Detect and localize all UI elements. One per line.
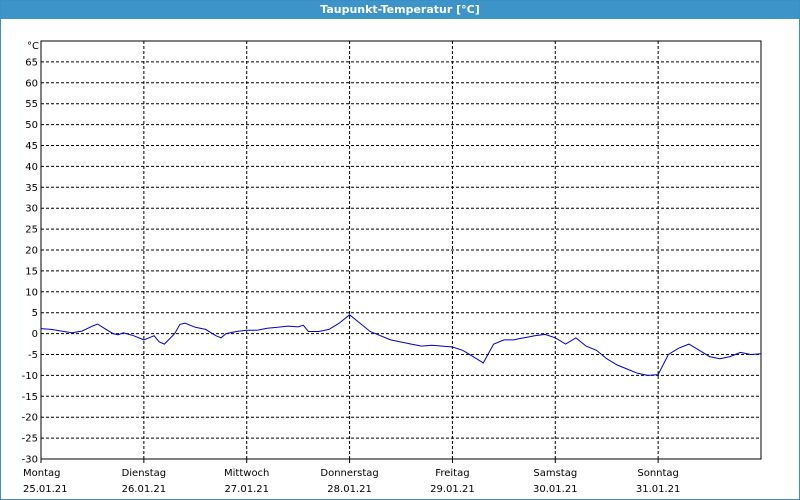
- y-tick-label: 30: [25, 204, 38, 215]
- x-day-label: Montag: [23, 468, 60, 479]
- y-tick-label: 35: [25, 183, 38, 194]
- series-line: [40, 314, 762, 376]
- y-tick-label: 50: [25, 120, 38, 131]
- y-tick-label: -10: [22, 371, 38, 382]
- y-tick-label: -20: [22, 413, 38, 424]
- x-date-label: 28.01.21: [327, 484, 372, 495]
- y-tick-label: 15: [25, 266, 38, 277]
- y-tick-label: -5: [28, 350, 38, 361]
- y-tick-label: -25: [22, 434, 38, 445]
- x-date-label: 26.01.21: [122, 484, 167, 495]
- x-date-label: 29.01.21: [430, 484, 475, 495]
- y-tick-label: 0: [32, 329, 38, 340]
- y-tick-label: 10: [25, 287, 38, 298]
- x-date-label: 25.01.21: [23, 484, 68, 495]
- window-title: Taupunkt-Temperatur [°C]: [1, 1, 799, 19]
- y-axis-unit: °C: [27, 41, 39, 52]
- x-day-label: Freitag: [435, 468, 469, 479]
- x-day-label: Mittwoch: [224, 468, 269, 479]
- y-tick-label: 25: [25, 225, 38, 236]
- y-tick-label: 5: [32, 308, 38, 319]
- x-date-label: 27.01.21: [224, 484, 269, 495]
- x-date-label: 31.01.21: [636, 484, 681, 495]
- y-tick-label: 65: [25, 57, 38, 68]
- y-tick-label: 45: [25, 141, 38, 152]
- y-tick-label: -30: [22, 455, 38, 466]
- x-day-label: Sonntag: [637, 468, 679, 479]
- y-tick-label: 60: [25, 78, 38, 89]
- y-tick-label: 20: [25, 246, 38, 257]
- y-tick-label: 55: [25, 99, 38, 110]
- x-day-label: Donnerstag: [320, 468, 378, 479]
- x-day-label: Dienstag: [122, 468, 167, 479]
- y-tick-label: -15: [22, 392, 38, 403]
- y-tick-label: 40: [25, 162, 38, 173]
- x-day-label: Samstag: [533, 468, 577, 479]
- x-date-label: 30.01.21: [533, 484, 578, 495]
